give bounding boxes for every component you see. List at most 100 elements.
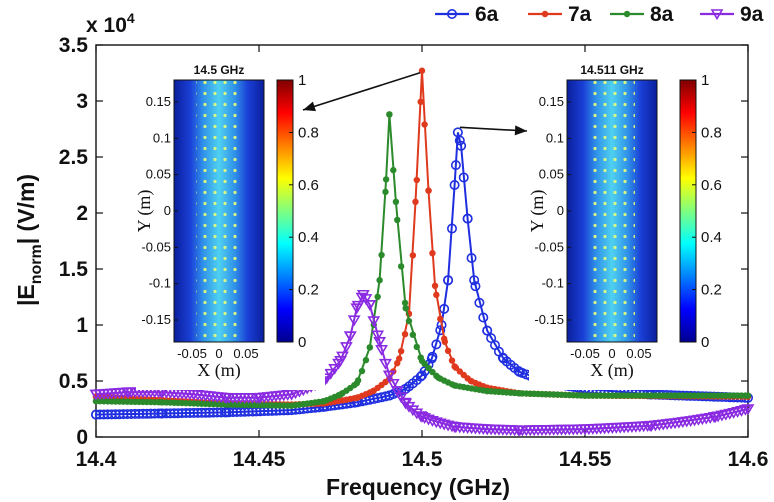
x-tick-label: 14.45 [233,448,286,471]
data-point [394,392,408,404]
data-point [375,344,388,356]
data-point [373,336,387,348]
data-point [401,330,409,338]
arrow-to-inset-2 [459,125,528,136]
field-hotspots [196,80,242,342]
data-point [709,412,722,423]
inset-y-tick-label: 0.15 [146,94,171,109]
x-tick-label: 14.6 [728,448,769,471]
data-point [422,414,435,426]
data-point [513,425,527,437]
data-point [456,140,467,151]
y-tick-label: 3 [76,90,88,113]
data-point [451,363,458,370]
inset-y-tick-label: -0.1 [149,276,171,291]
legend-entry-7a: 7a [528,3,592,26]
inset-y-tick-label: -0.15 [534,312,564,327]
data-point [379,358,392,370]
data-point [431,282,439,289]
y-tick-label: 0.5 [59,370,89,393]
inset-y-tick-label: 0.1 [546,130,564,145]
inset-title: 14.511 GHz [580,63,643,77]
data-point [581,392,589,399]
colorbar-tick-label: 0 [298,334,306,351]
y-tick-label: 2 [76,202,88,225]
data-point [386,378,400,390]
data-point [347,315,361,327]
data-point [433,418,447,430]
y-label-main: |E [13,284,39,306]
data-point [426,416,439,427]
data-point [452,127,463,138]
inset-x-label: X (m) [197,360,241,381]
data-point [498,353,509,364]
arrow-shaft [302,71,421,111]
data-point [431,339,442,350]
data-point [448,422,461,433]
data-point [353,380,360,387]
y-tick-label: 2.5 [59,146,89,169]
data-point [356,289,370,301]
data-point [328,364,342,375]
inset-x-label: X (m) [590,360,634,381]
inset-y-tick-label: 0.05 [539,167,564,182]
arrow-head [303,101,316,112]
data-point [437,315,444,323]
data-point [449,180,460,191]
data-point [623,10,631,18]
data-point [516,390,523,397]
data-point [383,370,396,382]
data-point [514,367,525,378]
inset-y-tick-label: -0.15 [141,312,171,327]
colorbar-tick-label: 0.4 [298,229,319,246]
data-point [413,343,420,351]
inset-y-tick-label: 0.1 [153,130,171,145]
inset-x-tick-label: 0 [215,346,222,361]
y-tick-label: 1.5 [59,258,89,281]
data-point [435,374,442,381]
legend-entry-8a: 8a [610,3,674,26]
data-point [444,347,452,355]
data-point [386,111,393,118]
data-point [474,297,485,308]
data-point [425,364,432,372]
legend-label: 9a [740,3,764,26]
data-point [429,417,443,429]
data-point [578,424,592,436]
data-point [710,9,724,21]
data-point [484,387,491,395]
data-point [395,355,403,362]
data-point [415,412,429,423]
data-point [390,166,397,174]
colorbar-tick-label: 0 [701,334,709,351]
data-point [91,409,102,420]
y-multiplier-prefix: x 10 [86,14,127,37]
inset-x-tick-label: -0.05 [570,346,600,361]
data-point [285,389,298,401]
data-point [443,275,454,286]
data-point [482,325,493,336]
legend-label: 7a [568,3,592,26]
data-point [367,316,381,328]
y-tick-label: 3.5 [59,34,89,57]
data-point [643,420,657,432]
x-axis-label: Frequency (GHz) [326,474,510,500]
data-point [446,9,457,19]
data-point [405,317,413,325]
data-point [324,368,338,380]
data-point [369,387,377,395]
data-point [541,10,549,18]
data-point [397,347,405,355]
data-point [343,331,357,343]
series-9a [89,289,755,437]
data-point [446,223,457,234]
data-point [406,405,420,417]
data-point [122,387,135,399]
legend: 6a 7a 8a 9a [435,3,764,26]
y-tick-label: 0 [76,426,88,449]
data-point [467,377,475,385]
data-point [429,249,436,257]
data-point [450,160,461,171]
data-point [378,251,385,259]
